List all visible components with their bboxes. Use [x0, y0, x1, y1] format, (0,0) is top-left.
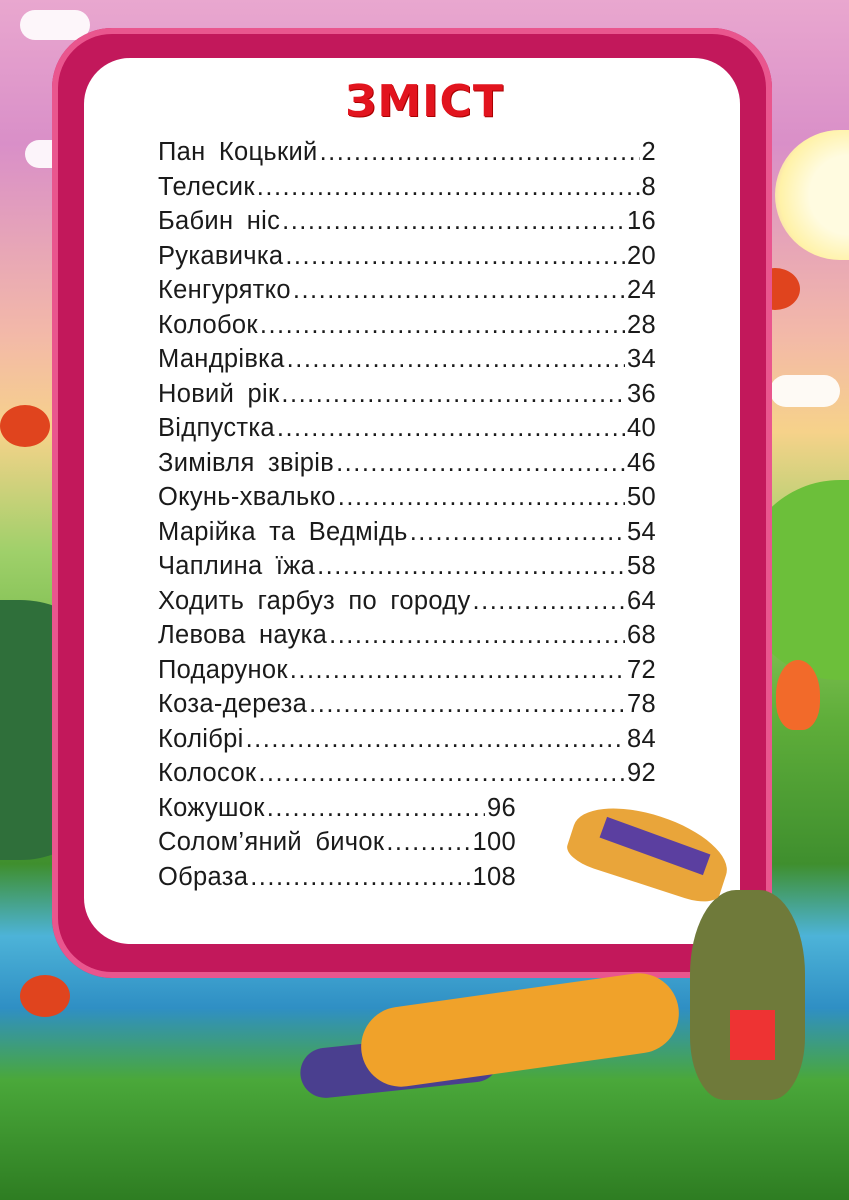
entry-title: Кожушок: [158, 793, 265, 822]
dot-leader: [336, 449, 625, 478]
page-title: ЗМІСТ: [345, 76, 504, 127]
entry-page: 28: [627, 310, 656, 339]
toc-entry: Чаплина їжа 58: [158, 552, 656, 587]
entry-title: Окунь-хвалько: [158, 483, 336, 511]
entry-page: 64: [627, 586, 656, 615]
toc-entry: Рукавичка 20: [158, 242, 656, 277]
toc-entry: Ходить гарбуз по городу 64: [158, 587, 656, 622]
entry-page: 78: [627, 690, 656, 718]
dot-leader: [260, 311, 625, 340]
toc-entry: Новий рік 36: [158, 380, 656, 415]
bird-illustration: [0, 405, 50, 447]
entry-page: 34: [627, 345, 656, 373]
entry-page: 20: [627, 241, 656, 270]
entry-page: 8: [641, 172, 656, 201]
entry-title: Бабин ніс: [158, 207, 281, 235]
dot-leader: [293, 276, 625, 305]
entry-page: 2: [641, 138, 656, 166]
dot-leader: [338, 483, 625, 512]
toc-entry: Солом’яний бичок 100: [158, 828, 516, 863]
cloud-illustration: [20, 10, 90, 40]
entry-page: 24: [627, 276, 656, 304]
dot-leader: [257, 173, 640, 202]
dot-leader: [281, 380, 625, 409]
toc-entry: Окунь-хвалько 50: [158, 483, 656, 518]
entry-title: Подарунок: [158, 655, 288, 684]
entry-title: Чаплина їжа: [158, 552, 316, 580]
dot-leader: [285, 242, 625, 271]
dot-leader: [250, 863, 470, 892]
dot-leader: [473, 587, 626, 616]
toc-entry: Мандрівка 34: [158, 345, 656, 380]
dot-leader: [267, 794, 485, 823]
entry-page: 100: [472, 828, 516, 856]
toc-entry: Левова наука 68: [158, 621, 656, 656]
entry-title: Зимівля звірів: [158, 448, 335, 477]
entry-title: Рукавичка: [158, 241, 284, 270]
dot-leader: [277, 414, 625, 443]
dot-leader: [386, 828, 470, 857]
entry-page: 50: [627, 483, 656, 511]
toc-entry: Бабин ніс 16: [158, 207, 656, 242]
entry-page: 72: [627, 655, 656, 684]
entry-page: 96: [487, 793, 516, 822]
toc-entry: Колобок 28: [158, 311, 656, 346]
dot-leader: [290, 656, 625, 685]
sack-illustration: [690, 890, 805, 1100]
toc-entry: Колосок 92: [158, 759, 656, 794]
toc-entry: Колібрі 84: [158, 725, 656, 760]
entry-title: Відпустка: [158, 414, 275, 442]
toc-entry: Коза-дереза 78: [158, 690, 656, 725]
entry-page: 36: [627, 379, 656, 408]
toc-entry: Образа 108: [158, 863, 516, 898]
entry-title: Пан Коцький: [158, 138, 318, 166]
entry-title: Колобок: [158, 310, 258, 339]
dot-leader: [258, 759, 625, 788]
entry-title: Ходить гарбуз по городу: [158, 586, 471, 615]
toc-entry: Зимівля звірів 46: [158, 449, 656, 484]
table-of-contents: Пан Коцький 2 Телесик 8 Бабин ніс 16 Рукавичка…: [158, 138, 656, 897]
entry-title: Образа: [158, 862, 249, 891]
entry-page: 46: [627, 448, 656, 477]
entry-title: Новий рік: [158, 379, 280, 408]
entry-page: 68: [627, 621, 656, 649]
entry-page: 16: [627, 207, 656, 235]
entry-page: 84: [627, 724, 656, 753]
dot-leader: [410, 518, 625, 547]
toc-entry: Відпустка 40: [158, 414, 656, 449]
entry-title: Колібрі: [158, 724, 244, 753]
dot-leader: [329, 621, 625, 650]
entry-title: Кенгурятко: [158, 276, 291, 304]
dot-leader: [287, 345, 625, 374]
toc-entry: Телесик 8: [158, 173, 656, 208]
entry-title: Солом’яний бичок: [158, 828, 385, 856]
patch-illustration: [730, 1010, 775, 1060]
dot-leader: [320, 138, 640, 167]
cloud-illustration: [770, 375, 840, 407]
dot-leader: [282, 207, 625, 236]
toc-entry: Кожушок 96: [158, 794, 516, 829]
entry-title: Марійка та Ведмідь: [158, 517, 408, 546]
entry-title: Мандрівка: [158, 345, 285, 373]
dot-leader: [317, 552, 625, 581]
entry-page: 108: [472, 862, 516, 891]
dot-leader: [309, 690, 625, 719]
entry-page: 40: [627, 414, 656, 442]
entry-page: 58: [627, 552, 656, 580]
toc-entry: Пан Коцький 2: [158, 138, 656, 173]
sun-illustration: [775, 130, 849, 260]
toc-entry: Марійка та Ведмідь 54: [158, 518, 656, 553]
entry-page: 54: [627, 517, 656, 546]
dot-leader: [246, 725, 625, 754]
entry-page: 92: [627, 759, 656, 787]
bird-illustration: [20, 975, 70, 1017]
entry-title: Колосок: [158, 759, 257, 787]
toc-entry: Подарунок 72: [158, 656, 656, 691]
entry-title: Телесик: [158, 172, 255, 201]
toc-entry: Кенгурятко 24: [158, 276, 656, 311]
entry-title: Левова наука: [158, 621, 328, 649]
old-man-illustration: [355, 968, 685, 1092]
entry-title: Коза-дереза: [158, 690, 308, 718]
